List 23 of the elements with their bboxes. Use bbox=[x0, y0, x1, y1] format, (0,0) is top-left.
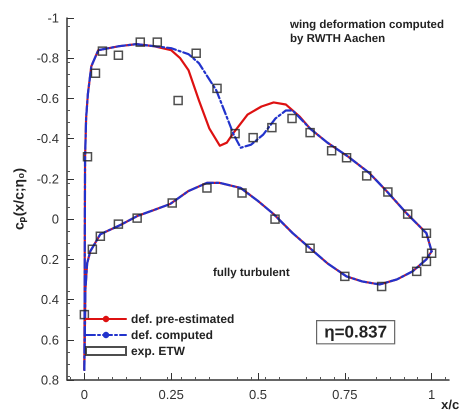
legend-label: exp. ETW bbox=[131, 344, 186, 358]
x-tick-label: 0.5 bbox=[248, 387, 268, 402]
x-tick-label: 0 bbox=[80, 387, 88, 402]
y-tick-label: -1 bbox=[47, 10, 59, 26]
legend-label: def. pre-estimated bbox=[131, 312, 234, 326]
annotation: wing deformation computed by RWTH Aachen bbox=[289, 19, 444, 45]
y-tick-label: -0.2 bbox=[36, 171, 59, 186]
annotation: η=0.837 bbox=[324, 322, 388, 342]
y-tick-label: -0.8 bbox=[36, 50, 59, 66]
y-tick-label: 0.6 bbox=[40, 332, 59, 348]
x-axis-title: x/c bbox=[441, 397, 460, 412]
annotation: fully turbulent bbox=[213, 267, 290, 279]
x-tick-label: 1 bbox=[428, 387, 436, 402]
y-axis-title: cₚ(x/c;η₀) bbox=[10, 168, 28, 230]
x-tick-label: 0.75 bbox=[332, 387, 358, 402]
legend-label: def. computed bbox=[131, 328, 214, 342]
x-tick-label: 0.25 bbox=[158, 387, 184, 402]
y-tick-label: -0.4 bbox=[36, 131, 59, 146]
y-tick-label: -0.6 bbox=[36, 90, 59, 106]
y-tick-label: 0 bbox=[52, 212, 59, 227]
y-tick-label: 0.8 bbox=[40, 372, 59, 388]
y-tick-label: 0.2 bbox=[40, 252, 59, 267]
y-tick-label: 0.4 bbox=[40, 292, 59, 308]
